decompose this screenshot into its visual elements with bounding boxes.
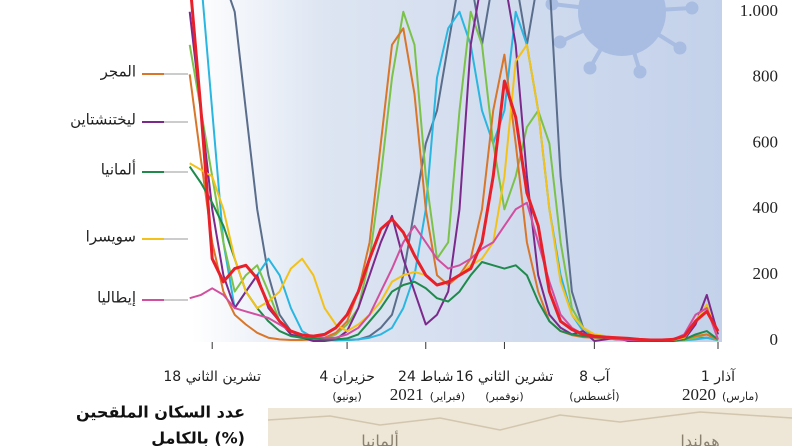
map-label: هولندا <box>680 432 719 446</box>
lines <box>188 0 720 342</box>
x-tick-label: 18 تشرين الثاني <box>163 369 261 385</box>
y-tick-label: 800 <box>753 67 779 86</box>
x-tick-label: 8 آب <box>579 368 611 385</box>
legend-label: سويسرا <box>86 228 136 246</box>
y-tick-label: 1.000 <box>740 1 778 20</box>
x-tick-year: 2020 <box>682 385 716 404</box>
x-tick-month: (يونيو) <box>332 390 361 403</box>
x-tick-label: 16 تشرين الثاني <box>456 369 554 385</box>
y-tick-label: 0 <box>770 330 779 349</box>
x-tick-label: 1 آذار <box>701 368 736 385</box>
legend-label: ألمانيا <box>101 160 136 179</box>
map-border <box>267 411 792 431</box>
map-label: ألمانيا <box>361 431 399 446</box>
bottom-title: بالكامل (%) <box>151 429 245 446</box>
y-tick-label: 400 <box>753 198 779 217</box>
x-tick-year: 2021 <box>390 385 424 404</box>
x-tick-month: (أغسطس) <box>569 389 619 403</box>
x-tick-month: (نوفمبر) <box>485 390 523 403</box>
legend-label: المجر <box>100 63 136 81</box>
x-tick-label: 24 شباط <box>398 369 453 385</box>
x-tick-month: (فبراير) <box>430 390 465 403</box>
legend-label: إيطاليا <box>97 289 136 307</box>
bottom-title: عدد السكان الملقحين <box>76 403 245 422</box>
virus-icon <box>545 0 699 79</box>
x-tick-month: (مارس) <box>722 390 759 403</box>
x-tick-label: 4 حزيران <box>319 369 375 385</box>
y-tick-label: 200 <box>753 264 779 283</box>
series-line <box>190 0 720 342</box>
map-strip <box>268 408 792 446</box>
legend-label: ليختنشتاين <box>70 111 136 129</box>
y-tick-label: 600 <box>753 132 779 151</box>
plot-background <box>192 0 722 342</box>
